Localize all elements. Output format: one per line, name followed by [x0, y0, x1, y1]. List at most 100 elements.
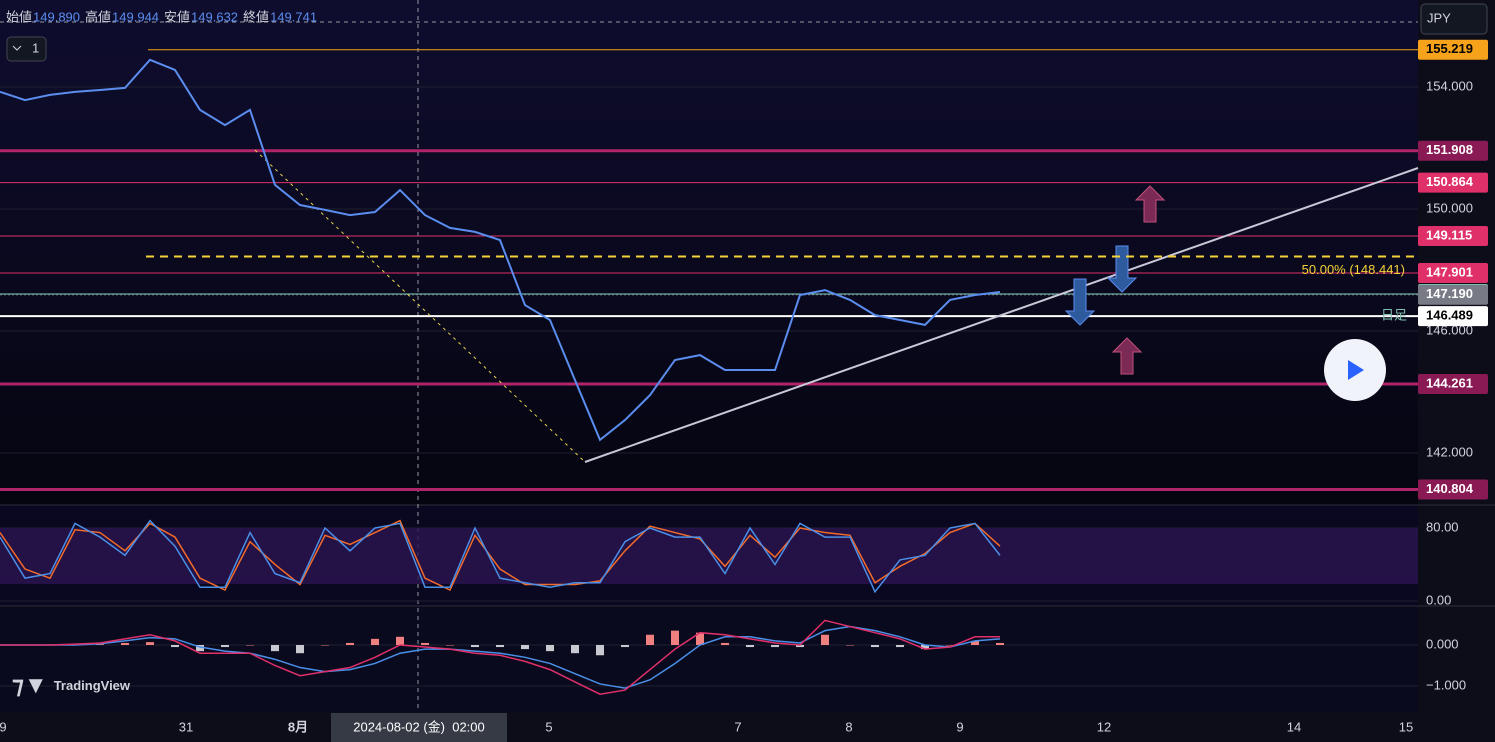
level-tag	[1418, 263, 1488, 284]
arrow-up	[1111, 337, 1143, 375]
arrow-down	[1064, 278, 1096, 326]
ohlc-value: 149.944	[112, 9, 159, 24]
macd-hist	[871, 644, 879, 648]
x-tick-label: 15	[1399, 719, 1413, 734]
macd-hist	[996, 642, 1004, 645]
macd-hist	[896, 644, 904, 648]
macd-hist	[221, 644, 229, 648]
x-tick-label: 7	[734, 719, 741, 734]
x-highlight-label: 2024-08-02 (金) 02:00	[353, 719, 485, 734]
y-tick-label: 0.00	[1426, 592, 1451, 607]
stoch-d	[0, 519, 1001, 592]
level-label: 147.901	[1426, 264, 1473, 279]
macd-hist	[146, 642, 154, 645]
time-axis	[0, 712, 1418, 742]
fib-trend	[254, 149, 586, 463]
level-tag	[1418, 284, 1488, 305]
macd-hist	[846, 644, 854, 646]
y-tick-label: 142.000	[1426, 444, 1473, 459]
macd-hist	[371, 638, 379, 645]
x-tick-label: 5	[545, 719, 552, 734]
macd-line	[0, 619, 1000, 695]
main-pane	[0, 0, 1418, 505]
ohlc-label: 始値	[6, 9, 32, 24]
macd-hist	[946, 644, 954, 646]
macd-hist	[746, 644, 754, 648]
level-label: 144.261	[1426, 375, 1473, 390]
macd-hist	[696, 632, 704, 645]
ohlc-label: 高値	[85, 9, 111, 24]
macd-hist	[671, 630, 679, 645]
x-tick-label: 8	[845, 719, 852, 734]
macd-hist	[446, 644, 454, 646]
currency: JPY	[1427, 10, 1451, 25]
macd-hist	[321, 644, 329, 646]
macd-hist	[621, 644, 629, 648]
macd-hist	[771, 644, 779, 648]
y-tick-label: 0.000	[1426, 636, 1459, 651]
stoch-band	[0, 527, 1418, 584]
x-tick-label: 8月	[288, 719, 308, 734]
macd-hist	[521, 644, 529, 650]
macd-hist	[271, 644, 279, 652]
brand-name: TradingView	[54, 678, 131, 693]
level-label: 150.864	[1426, 174, 1474, 189]
y-tick-label: −1.000	[1426, 677, 1466, 692]
macd-hist	[596, 644, 604, 656]
x-tick-label: 14	[1287, 719, 1301, 734]
ohlc-label: 終値	[243, 9, 269, 24]
arrow-down	[1106, 245, 1138, 293]
macd-hist	[496, 644, 504, 648]
level-label: 149.115	[1426, 227, 1472, 242]
level-tag	[1418, 225, 1488, 246]
macd-hist	[246, 644, 254, 646]
ohlc-value: 149.890	[33, 9, 80, 24]
level-tag	[1418, 479, 1488, 500]
level-tag	[1418, 140, 1488, 161]
level-tag	[1418, 306, 1488, 327]
macd-hist	[171, 644, 179, 648]
macd-hist	[421, 642, 429, 645]
level-label: 155.219	[1426, 41, 1473, 56]
fib-label: 50.00% (148.441)	[1302, 262, 1405, 277]
interval: 1	[32, 40, 39, 55]
macd-hist	[721, 642, 729, 645]
y-tick-label: 150.000	[1426, 200, 1473, 215]
arrow-up	[1134, 185, 1166, 223]
x-tick-label: 31	[179, 719, 193, 734]
stoch-k	[0, 519, 1001, 594]
level-label: 140.804	[1426, 481, 1474, 496]
macd-hist	[396, 636, 404, 645]
currency-button[interactable]	[1420, 3, 1488, 35]
interval-button[interactable]	[6, 36, 47, 62]
ohlc-value: 149.632	[191, 9, 238, 24]
y-tick-label: 154.000	[1426, 78, 1473, 93]
level-tag	[1418, 172, 1488, 193]
x-highlight	[331, 713, 507, 742]
macd-hist	[346, 642, 354, 645]
macd-hist	[471, 644, 479, 648]
macd-hist	[646, 634, 654, 645]
x-tick-label: 12	[1097, 719, 1111, 734]
level-label: 151.908	[1426, 142, 1473, 157]
macd-hist	[571, 644, 579, 654]
macd-hist	[296, 644, 304, 654]
x-tick-label: 9	[956, 719, 963, 734]
macd-hist	[821, 634, 829, 645]
timeframe-label: 日足	[1381, 308, 1407, 323]
chevron	[12, 45, 22, 51]
macd-hist	[121, 642, 129, 645]
x-tick-label: 9	[0, 719, 7, 734]
macd-hist	[546, 644, 554, 652]
y-tick-label: 146.000	[1426, 322, 1473, 337]
macd-hist	[796, 644, 804, 648]
macd-pane	[0, 606, 1418, 712]
level-label: 146.489	[1426, 308, 1473, 323]
macd-hist	[96, 644, 104, 645]
y-tick-label: 80.00	[1426, 519, 1459, 534]
price-axis	[1418, 0, 1495, 742]
macd-hist	[971, 640, 979, 645]
macd-hist	[921, 644, 929, 650]
ohlc-value: 149.741	[270, 9, 317, 24]
